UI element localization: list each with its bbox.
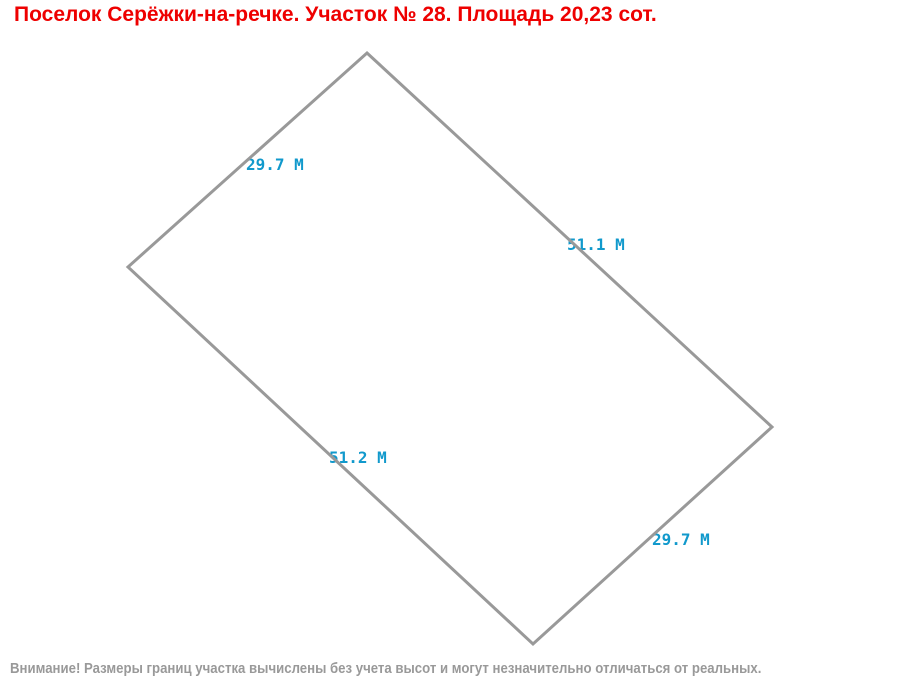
dimension-label-south-east: 29.7 М	[652, 530, 710, 549]
disclaimer-text: Внимание! Размеры границ участка вычисле…	[10, 660, 762, 677]
dimension-label-south-west: 51.2 М	[329, 448, 387, 467]
dimension-label-north-east: 51.1 М	[567, 235, 625, 254]
parcel-boundary-polygon	[125, 50, 775, 647]
page-title: Поселок Серёжки-на-речке. Участок № 28. …	[14, 3, 657, 26]
dimension-label-north-west: 29.7 М	[246, 155, 304, 174]
